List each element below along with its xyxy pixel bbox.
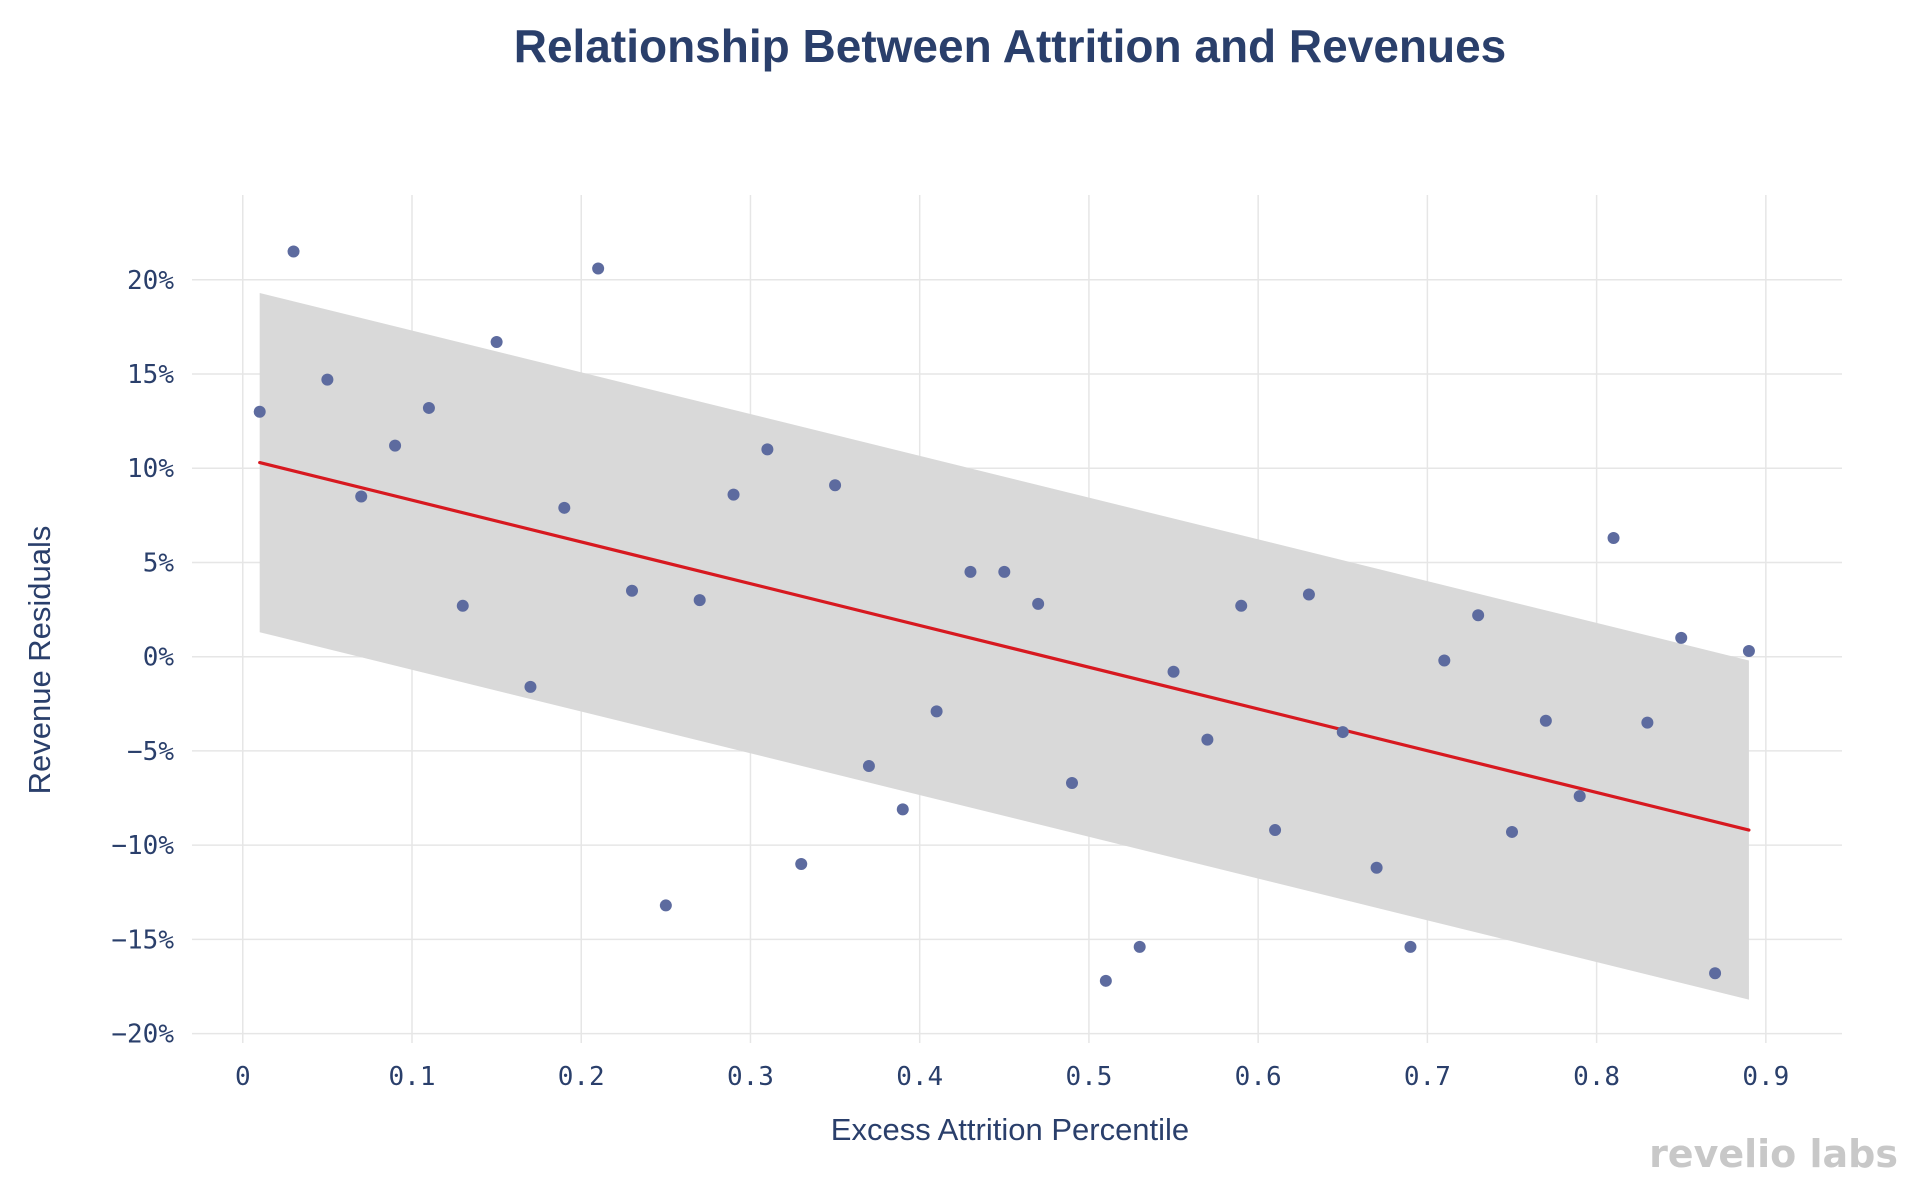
- x-axis-label: Excess Attrition Percentile: [831, 1112, 1189, 1147]
- data-point: [1302, 588, 1315, 601]
- y-axis-ticks: −20% −15% −10% −5% 0% 5% 10% 15% 20%: [111, 266, 174, 1050]
- data-point: [998, 565, 1011, 578]
- y-tick-label: 20%: [127, 266, 174, 296]
- y-axis-label: Revenue Residuals: [22, 526, 57, 795]
- data-point: [1404, 940, 1417, 953]
- data-point: [1066, 776, 1078, 789]
- data-point: [862, 759, 875, 772]
- chart-title: Relationship Between Attrition and Reven…: [514, 20, 1507, 72]
- data-point: [626, 584, 638, 597]
- data-point: [1269, 824, 1282, 837]
- data-point: [1201, 733, 1214, 746]
- data-point: [558, 501, 571, 514]
- data-point: [490, 335, 503, 348]
- fit-line-layer: [258, 460, 1751, 832]
- data-point: [1133, 940, 1146, 953]
- data-point: [524, 680, 537, 693]
- data-point: [1675, 631, 1688, 644]
- y-tick-label: −10%: [111, 831, 174, 861]
- data-point: [761, 443, 774, 456]
- x-tick-label: 0.3: [727, 1062, 774, 1092]
- data-point: [1742, 645, 1755, 658]
- data-point: [1539, 714, 1552, 727]
- data-point: [1099, 974, 1112, 987]
- data-point: [829, 479, 842, 492]
- data-point: [253, 405, 266, 418]
- data-point: [795, 857, 808, 870]
- x-tick-label: 0.8: [1573, 1062, 1620, 1092]
- data-point: [1370, 861, 1383, 874]
- data-point: [1709, 967, 1722, 980]
- data-point: [287, 245, 300, 258]
- x-tick-label: 0.1: [389, 1062, 436, 1092]
- x-tick-label: 0.4: [896, 1062, 943, 1092]
- x-tick-label: 0: [235, 1062, 251, 1092]
- x-tick-label: 0.7: [1404, 1062, 1451, 1092]
- data-point: [592, 262, 605, 275]
- data-point: [1472, 609, 1485, 622]
- x-tick-label: 0.9: [1742, 1062, 1789, 1092]
- y-tick-label: 10%: [127, 454, 174, 484]
- data-points: [253, 245, 1755, 987]
- revelio-labs-logo: revelio labs: [1649, 1132, 1898, 1176]
- x-tick-label: 0.2: [558, 1062, 605, 1092]
- data-point: [1235, 599, 1248, 612]
- data-point: [964, 565, 977, 578]
- data-point: [1506, 825, 1518, 838]
- data-point: [422, 401, 435, 414]
- y-tick-label: −20%: [111, 1020, 174, 1050]
- data-point: [693, 594, 706, 607]
- y-tick-label: −5%: [127, 737, 174, 767]
- data-point: [727, 488, 740, 501]
- y-tick-label: 15%: [127, 360, 174, 390]
- x-tick-label: 0.5: [1065, 1062, 1112, 1092]
- data-point: [1438, 654, 1451, 667]
- y-tick-label: 5%: [143, 548, 175, 578]
- data-point: [389, 439, 402, 452]
- fit-line: [258, 460, 1751, 832]
- data-point: [896, 803, 909, 816]
- data-point: [1607, 531, 1620, 544]
- data-point: [456, 599, 469, 612]
- data-point: [355, 490, 368, 503]
- data-point: [659, 899, 672, 912]
- data-point: [930, 705, 943, 718]
- x-axis-ticks: 0 0.1 0.2 0.3 0.4 0.5 0.6 0.7 0.8 0.9: [235, 1062, 1789, 1092]
- data-point: [1032, 597, 1045, 610]
- data-point: [1336, 726, 1349, 739]
- data-point: [1641, 716, 1654, 729]
- y-tick-label: −15%: [111, 925, 174, 955]
- x-tick-label: 0.6: [1235, 1062, 1282, 1092]
- y-tick-label: 0%: [143, 643, 175, 673]
- data-point: [1167, 665, 1180, 678]
- data-point: [1573, 790, 1586, 803]
- data-point: [321, 373, 334, 386]
